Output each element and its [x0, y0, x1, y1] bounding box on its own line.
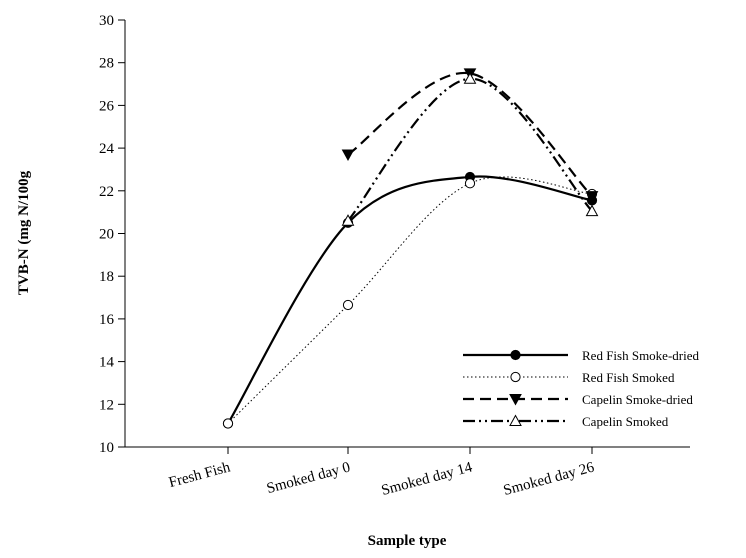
series-line-1 [227, 175, 593, 425]
data-point [585, 191, 599, 203]
data-point [464, 178, 476, 189]
legend-marker [509, 414, 522, 426]
y-tick-label: 20 [99, 227, 114, 243]
x-axis-title: Sample type [368, 533, 447, 549]
y-tick-label: 24 [99, 141, 115, 157]
x-tick-label: Smoked day 0 [265, 459, 352, 497]
legend-label: Capelin Smoke-dried [582, 392, 693, 407]
legend-label: Red Fish Smoked [582, 370, 675, 385]
legend: Red Fish Smoke-dried Red Fish Smoked Capel… [463, 348, 699, 429]
y-axis-title: TVB-N (mg N/100g [16, 170, 32, 295]
y-tick-label: 18 [99, 269, 114, 285]
y-tick-label: 22 [99, 184, 114, 200]
legend-label: Red Fish Smoke-dried [582, 348, 699, 363]
legend-label: Capelin Smoked [582, 414, 669, 429]
series-line-3 [347, 72, 593, 197]
data-point [342, 299, 354, 311]
legend-marker [510, 349, 521, 361]
data-point [463, 72, 477, 84]
y-tick-label: 16 [99, 312, 115, 328]
series-layer [222, 68, 599, 429]
legend-marker [509, 394, 522, 406]
data-point [341, 214, 355, 226]
y-tick-label: 28 [99, 56, 114, 72]
x-tick-label: Fresh Fish [167, 459, 232, 491]
legend-marker [510, 371, 521, 383]
y-tick-label: 30 [99, 13, 114, 29]
data-point [585, 204, 599, 217]
series-line-4 [347, 77, 593, 222]
x-tick-label: Smoked day 14 [380, 459, 475, 499]
data-point [341, 149, 355, 162]
y-tick-label: 12 [99, 397, 114, 413]
x-tick-label: Smoked day 26 [502, 459, 597, 499]
series-line-2 [227, 176, 593, 424]
data-point [222, 418, 234, 429]
y-tick-label: 10 [99, 440, 114, 456]
y-tick-label: 14 [99, 355, 115, 371]
y-tick-label: 26 [99, 98, 115, 114]
